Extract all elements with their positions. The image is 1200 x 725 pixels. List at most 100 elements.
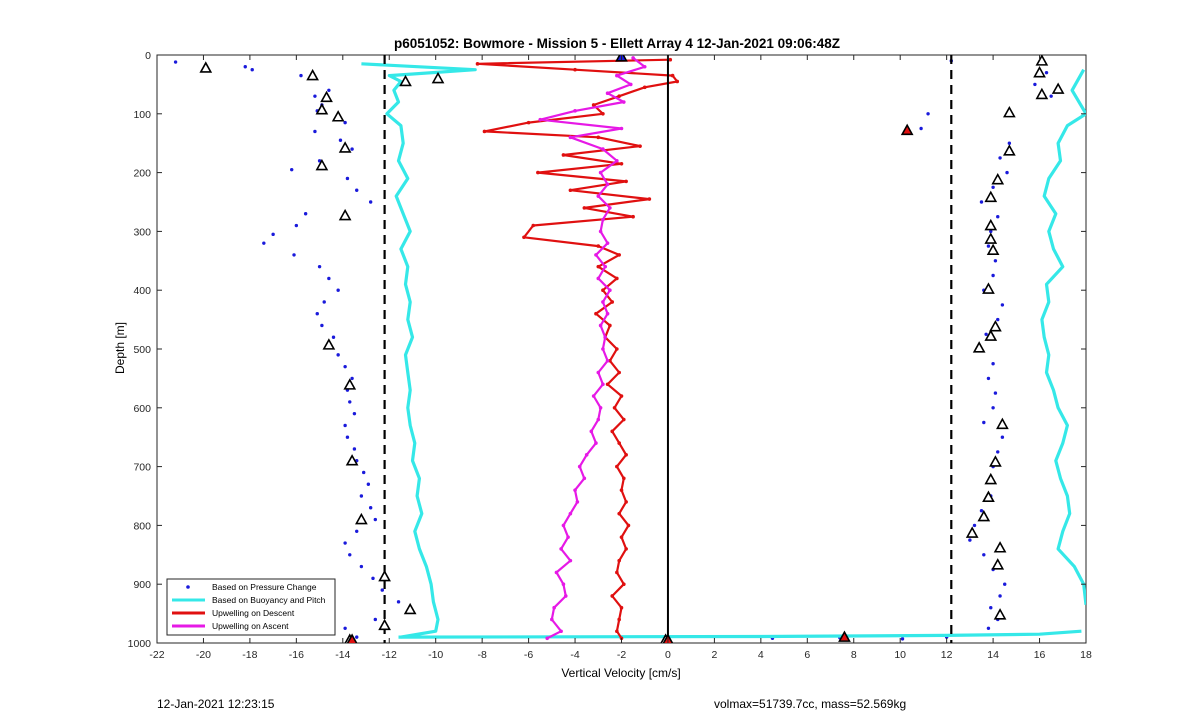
series-point-2 — [617, 370, 621, 375]
pressure-point — [968, 538, 972, 542]
series-point-2 — [615, 570, 619, 575]
series-point-3 — [589, 429, 594, 434]
pressure-point — [1003, 582, 1007, 586]
series-point-3 — [605, 311, 610, 316]
triangle-marker — [991, 173, 1005, 185]
series-point-3 — [596, 276, 601, 281]
triangle-marker — [1051, 82, 1065, 94]
series-point-3 — [550, 617, 554, 622]
x-tick-label: 8 — [851, 649, 857, 661]
triangle-marker — [378, 569, 391, 582]
series-point-3 — [554, 570, 559, 575]
series-point-2 — [605, 382, 610, 387]
x-tick-label: 16 — [1034, 649, 1046, 661]
triangle-marker — [320, 90, 333, 103]
series-point-2 — [617, 441, 621, 445]
pressure-point — [313, 94, 317, 98]
pressure-point — [303, 212, 308, 216]
pressure-point — [982, 420, 986, 425]
x-tick-label: -6 — [524, 649, 533, 661]
triangle-marker — [991, 558, 1005, 570]
triangle-marker — [346, 633, 358, 643]
pressure-point — [1033, 82, 1037, 87]
pressure-point — [989, 606, 993, 610]
series-point-3 — [608, 288, 612, 293]
series-point-2 — [568, 188, 573, 193]
series-point-2 — [610, 594, 615, 598]
y-tick-label: 700 — [133, 462, 151, 474]
series-point-2 — [610, 429, 615, 434]
triangle-marker — [984, 329, 998, 341]
x-tick-label: 6 — [804, 649, 810, 661]
triangle-marker — [315, 103, 329, 115]
y-tick-label: 800 — [133, 520, 151, 532]
triangle-marker — [343, 378, 357, 390]
x-tick-label: -14 — [335, 649, 350, 661]
x-tick-label: 14 — [987, 649, 999, 661]
series-point-3 — [598, 406, 603, 410]
series-point-2 — [622, 476, 626, 481]
pressure-point — [345, 176, 350, 181]
series-point-2 — [594, 311, 598, 316]
pressure-point — [173, 60, 178, 64]
pressure-point — [1005, 170, 1009, 175]
triangle-marker — [989, 455, 1002, 467]
legend-label: Upwelling on Descent — [212, 608, 295, 618]
series-point-2 — [615, 347, 619, 351]
series-point-3 — [573, 109, 577, 113]
series-point-3 — [603, 264, 608, 269]
series-point-3 — [615, 159, 619, 163]
y-axis-label: Depth [m] — [113, 322, 127, 374]
pressure-point — [331, 335, 336, 339]
plot-area: -22 -20 -18 -16 -14 -12 -10 -8 -6 -4 -2 0 2 4 6 8 10 12 14… — [128, 50, 1092, 661]
legend-label: Based on Pressure Change — [212, 582, 317, 592]
triangle-marker — [977, 509, 991, 522]
pressure-point — [996, 215, 1000, 219]
triangle-marker — [1033, 65, 1046, 78]
series-point-3 — [561, 582, 566, 586]
series-point-3 — [591, 394, 596, 398]
series-point-2 — [561, 153, 566, 157]
series-point-2 — [619, 535, 624, 539]
pressure-point — [271, 232, 275, 237]
series-point-2 — [522, 235, 526, 240]
series-point-3 — [559, 629, 563, 634]
y-tick-label: 100 — [133, 109, 151, 121]
series-point-2 — [624, 500, 628, 504]
series-point-2 — [617, 617, 621, 622]
series-point-3 — [605, 241, 610, 245]
x-tick-label: -8 — [477, 649, 486, 661]
series-point-2 — [612, 406, 617, 410]
triangle-marker — [1035, 87, 1049, 100]
pressure-point — [989, 229, 993, 234]
triangle-marker — [993, 541, 1007, 553]
series-point-3 — [608, 206, 612, 210]
series-point-3 — [601, 217, 605, 222]
series-point-3 — [566, 535, 570, 539]
footer-timestamp: 12-Jan-2021 12:23:15 — [157, 697, 275, 711]
triangle-marker — [199, 61, 213, 73]
pressure-point — [292, 253, 296, 257]
series-line-1 — [1040, 68, 1086, 605]
series-point-3 — [594, 253, 598, 257]
pressure-point — [373, 617, 378, 622]
pressure-point — [313, 129, 317, 134]
pressure-point — [290, 167, 294, 172]
series-point-3 — [561, 523, 566, 528]
series-point-2 — [615, 276, 619, 281]
triangle-marker — [378, 618, 391, 631]
triangle-marker — [972, 341, 986, 353]
pressure-point — [996, 450, 1000, 454]
pressure-point — [1000, 303, 1005, 307]
series-point-3 — [577, 464, 582, 469]
triangle-marker — [338, 141, 352, 153]
pressure-point — [343, 423, 347, 428]
pressure-point — [991, 185, 995, 189]
series-point-2 — [475, 62, 480, 66]
series-point-3 — [559, 547, 563, 551]
pressure-point — [294, 223, 299, 228]
series-point-3 — [601, 382, 605, 387]
pressure-point — [350, 147, 354, 151]
x-tick-label: 4 — [758, 649, 764, 661]
series-point-2 — [668, 57, 673, 62]
